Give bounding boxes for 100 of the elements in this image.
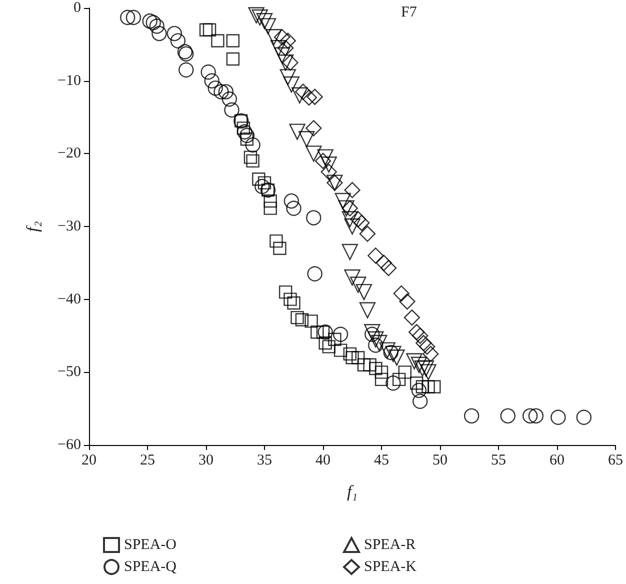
point	[239, 128, 255, 144]
point	[399, 293, 416, 310]
legend-label: SPEA-Q	[124, 559, 177, 575]
point	[576, 410, 592, 425]
point	[280, 69, 296, 86]
point	[264, 194, 277, 208]
point	[320, 156, 337, 173]
point	[350, 276, 366, 293]
point	[350, 211, 366, 228]
point	[376, 254, 392, 272]
point	[306, 88, 323, 105]
point	[178, 62, 194, 78]
point	[284, 292, 297, 306]
point	[274, 29, 290, 46]
point	[199, 23, 213, 36]
point	[142, 14, 158, 29]
point	[236, 122, 250, 135]
point	[258, 176, 272, 190]
point	[368, 331, 384, 348]
point	[226, 52, 240, 66]
point	[306, 210, 322, 226]
point	[254, 178, 270, 194]
point	[270, 234, 283, 248]
point	[346, 351, 359, 364]
point	[420, 364, 436, 380]
legend-label: SPEA-R	[364, 537, 416, 553]
point	[328, 332, 342, 346]
point	[245, 137, 260, 153]
point	[363, 358, 376, 372]
point	[422, 346, 439, 362]
point	[522, 408, 538, 424]
chart-title: F7	[401, 4, 418, 20]
point	[120, 10, 136, 26]
point	[292, 87, 308, 104]
point	[334, 344, 348, 357]
x-tick-label: 45	[374, 452, 389, 468]
point	[149, 18, 164, 34]
point	[316, 326, 330, 339]
point	[374, 366, 388, 379]
point	[226, 34, 240, 48]
point	[550, 410, 566, 425]
point	[368, 338, 384, 353]
point	[202, 23, 216, 36]
point	[392, 372, 406, 386]
point	[343, 347, 357, 361]
point	[170, 33, 186, 48]
point	[380, 260, 397, 276]
point	[310, 326, 324, 339]
point	[270, 40, 287, 56]
point	[286, 200, 302, 216]
point	[287, 296, 300, 310]
point	[306, 120, 322, 136]
point	[295, 313, 309, 326]
point	[408, 324, 425, 340]
point	[317, 149, 334, 166]
x-tick-label: 50	[432, 452, 448, 468]
x-tick-label: 60	[550, 452, 564, 468]
point	[290, 310, 304, 324]
y-tick-label: −50	[58, 364, 81, 380]
point	[256, 13, 273, 30]
x-tick-label: 20	[82, 452, 96, 468]
point	[264, 202, 277, 215]
x-axis-title: f₁	[346, 482, 358, 501]
point	[352, 351, 365, 364]
point	[368, 248, 384, 264]
point	[356, 284, 372, 300]
point	[418, 360, 434, 377]
point	[304, 314, 318, 328]
point	[344, 218, 360, 235]
point	[528, 408, 544, 424]
point	[146, 14, 161, 30]
point	[248, 7, 264, 24]
point	[414, 360, 431, 377]
point	[218, 84, 234, 100]
point	[385, 346, 402, 362]
point	[284, 193, 300, 209]
point	[338, 200, 354, 216]
point	[266, 29, 282, 46]
point	[386, 375, 401, 391]
legend-label: SPEA-K	[364, 559, 417, 575]
point	[416, 380, 430, 394]
x-tick-label: 30	[198, 452, 214, 468]
point	[359, 302, 376, 318]
point	[412, 394, 428, 409]
point	[344, 182, 360, 198]
point	[342, 211, 358, 228]
point	[398, 366, 412, 379]
point	[464, 408, 480, 424]
point	[214, 84, 229, 100]
y-axis-title: f₂	[23, 221, 42, 232]
point	[412, 328, 428, 344]
point	[204, 73, 220, 88]
point	[383, 344, 398, 360]
point	[306, 146, 322, 162]
point	[300, 89, 318, 106]
x-tick-label: 35	[257, 452, 272, 468]
legend-label: SPEA-O	[124, 537, 177, 553]
y-tick-label: −30	[58, 218, 81, 234]
point	[307, 266, 322, 282]
point	[244, 150, 258, 164]
